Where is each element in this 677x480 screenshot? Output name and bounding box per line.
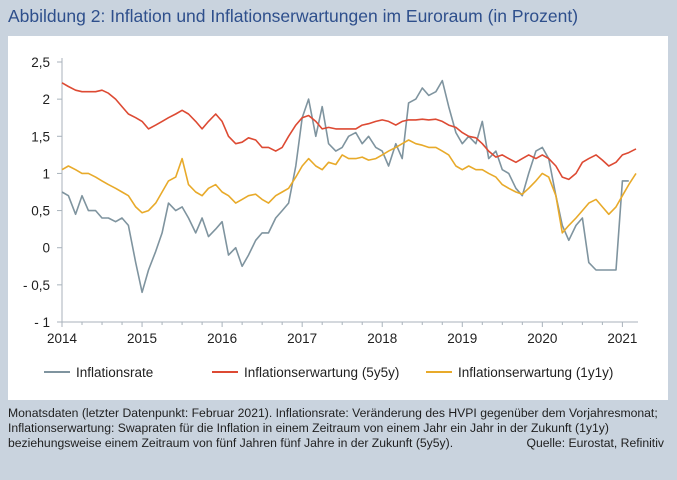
footnote-block: Monatsdaten (letzter Datenpunkt: Februar… xyxy=(8,406,670,451)
chart-panel: - 1 - 0,5 0 0,5 1 1,5 2 2,5 2014 2015 2016 2017 2018… xyxy=(8,36,668,400)
x-tick-label: 2020 xyxy=(527,331,557,346)
x-tick-label: 2014 xyxy=(47,331,78,346)
y-tick-label: 2,5 xyxy=(31,55,50,70)
source-note: Quelle: Eurostat, Refinitiv xyxy=(526,436,664,450)
y-tick-label: - 1 xyxy=(34,315,50,330)
series-line-1 xyxy=(61,79,629,294)
y-tick-label: 0,5 xyxy=(31,204,50,219)
series-line-3 xyxy=(61,139,637,234)
y-tick-label: 2 xyxy=(42,92,50,107)
y-tick-label: - 0,5 xyxy=(23,278,50,293)
legend-label-1: Inflationsrate xyxy=(76,365,153,380)
legend-label-2: Inflationserwartung (5y5y) xyxy=(244,365,399,380)
series-line-2 xyxy=(61,82,637,181)
figure-title: Abbildung 2: Inflation und Inflationserw… xyxy=(8,6,579,26)
x-tick-label: 2017 xyxy=(287,331,317,346)
x-tick-label: 2018 xyxy=(367,331,397,346)
x-tick-label: 2015 xyxy=(127,331,157,346)
y-tick-label: 1,5 xyxy=(31,129,50,144)
legend-label-3: Inflationserwartung (1y1y) xyxy=(458,365,613,380)
x-tick-label: 2016 xyxy=(207,331,237,346)
x-tick-label: 2019 xyxy=(447,331,477,346)
y-tick-label: 1 xyxy=(42,166,50,181)
footnote-text: Monatsdaten (letzter Datenpunkt: Februar… xyxy=(8,406,658,450)
x-tick-label: 2021 xyxy=(607,331,637,346)
y-tick-label: 0 xyxy=(42,241,50,256)
line-chart: - 1 - 0,5 0 0,5 1 1,5 2 2,5 2014 2015 2016 2017 2018… xyxy=(23,55,638,380)
